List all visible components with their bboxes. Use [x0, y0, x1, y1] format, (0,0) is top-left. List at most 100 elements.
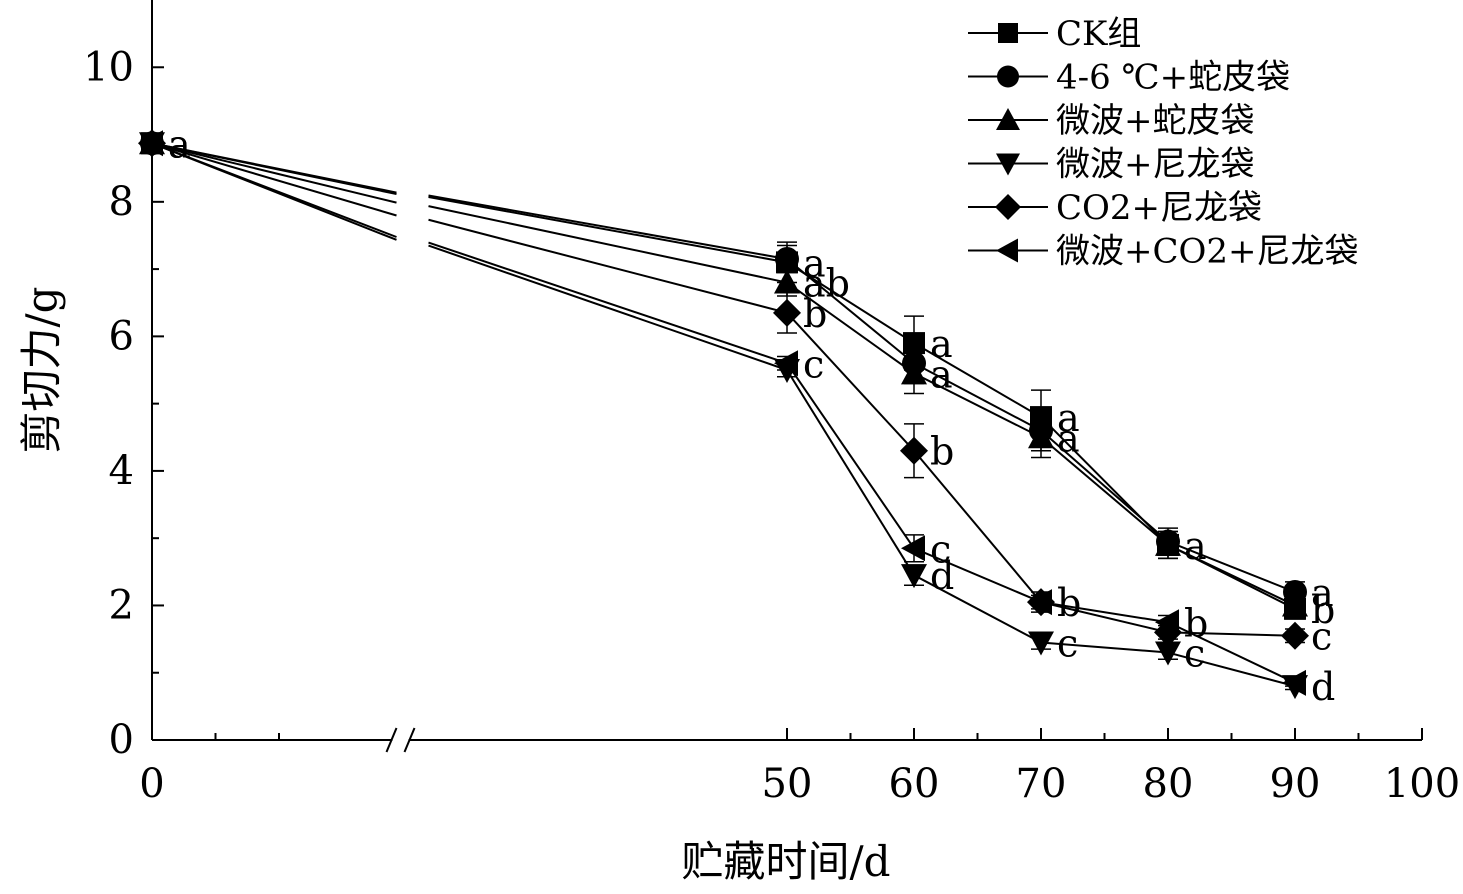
series-line-segment: [1040, 436, 1169, 546]
significance-label: a: [803, 241, 826, 285]
series-line-segment: [1040, 601, 1169, 624]
series-line-segment: [786, 258, 915, 365]
marker-triangle-down: [996, 153, 1020, 176]
legend-entry: 微波+蛇皮袋: [968, 101, 1255, 141]
marker-triangle-left: [1282, 669, 1306, 696]
y-tick-label: 2: [109, 582, 134, 628]
series-line-segment: [1040, 601, 1169, 634]
significance-label: c: [803, 342, 824, 386]
x-tick-label: 90: [1270, 761, 1321, 807]
marker-circle: [997, 65, 1019, 88]
significance-label: c: [1057, 621, 1078, 665]
y-tick-label: 0: [109, 717, 134, 763]
significance-label: a: [930, 322, 953, 366]
marker-diamond: [1281, 621, 1309, 650]
series-line-segment: [151, 142, 397, 204]
series-line-segment: [913, 342, 1042, 418]
marker-triangle-up: [996, 108, 1020, 130]
series-line-segment: [151, 142, 397, 217]
series-line-segment: [913, 362, 1042, 432]
series-line-segment: [786, 369, 915, 576]
significance-label: a: [168, 122, 191, 166]
marker-triangle-down: [1155, 641, 1181, 666]
series-6: [139, 130, 1306, 696]
marker-circle: [775, 247, 799, 271]
y-tick-label: 6: [109, 313, 134, 359]
legend-entry: CK组: [968, 14, 1141, 54]
legend-entry: 微波+尼龙袋: [968, 145, 1255, 185]
legend-label: CK组: [1056, 14, 1141, 54]
marker-triangle-up: [1282, 592, 1308, 617]
y-tick-label: 10: [83, 44, 134, 90]
x-tick-label: 50: [762, 761, 813, 807]
series-line-segment: [428, 194, 788, 260]
significance-label: b: [930, 430, 954, 474]
marker-triangle-left: [774, 350, 798, 377]
legend-label: 微波+蛇皮袋: [1056, 101, 1255, 141]
series-line-segment: [151, 142, 397, 194]
significance-label: d: [1311, 665, 1335, 709]
series-line-segment: [1167, 540, 1296, 593]
significance-label: a: [1057, 416, 1080, 460]
marker-diamond: [995, 194, 1021, 220]
significance-label: d: [930, 554, 954, 598]
significance-label: a: [168, 122, 191, 166]
series-line-segment: [1040, 641, 1169, 654]
marker-triangle-up: [774, 269, 800, 294]
series-line-segment: [1167, 544, 1296, 607]
significance-label: b: [1057, 581, 1081, 625]
x-tick-label: 70: [1016, 761, 1067, 807]
series-line-segment: [786, 281, 915, 375]
series-line-segment: [428, 241, 788, 365]
y-tick-label: 8: [109, 179, 134, 225]
significance-label: a: [1311, 571, 1334, 615]
x-tick-label: 60: [889, 761, 940, 807]
series-group: [138, 129, 1309, 700]
axis-break-mark-1: [385, 727, 398, 753]
significance-label: b: [803, 292, 827, 336]
significance-label: c: [1184, 632, 1205, 676]
significance-label: c: [1311, 615, 1332, 659]
y-axis-title: 剪切力/g: [17, 286, 66, 453]
series-line-segment: [913, 450, 1042, 603]
marker-triangle-up: [1028, 424, 1054, 449]
marker-triangle-left: [901, 535, 925, 562]
series-line-segment: [428, 196, 788, 264]
significance-label: a: [930, 352, 953, 396]
series-line-segment: [913, 574, 1042, 644]
marker-diamond: [773, 298, 801, 327]
marker-triangle-left: [139, 130, 163, 157]
x-axis-title: 贮藏时间/d: [681, 837, 890, 886]
significance-label: ab: [803, 262, 850, 306]
marker-triangle-down: [1028, 631, 1054, 656]
legend-entry: CO2+尼龙袋: [968, 188, 1262, 228]
series-line-segment: [1167, 651, 1296, 688]
marker-triangle-down: [901, 564, 927, 589]
significance-label: c: [930, 527, 951, 571]
x-tick-label: 80: [1143, 761, 1194, 807]
marker-triangle-up: [1155, 531, 1181, 556]
marker-square: [998, 23, 1018, 43]
series-line-segment: [1040, 429, 1169, 543]
marker-diamond: [900, 436, 928, 465]
series-line-segment: [428, 218, 788, 314]
marker-triangle-left: [1028, 589, 1052, 616]
significance-label: a: [1184, 524, 1207, 568]
series-line-segment: [1167, 621, 1296, 684]
legend-label: 微波+CO2+尼龙袋: [1056, 232, 1359, 272]
legend-label: 微波+尼龙袋: [1056, 145, 1255, 185]
marker-triangle-left: [1155, 609, 1179, 636]
series-line-segment: [786, 312, 915, 452]
significance-label: b: [1184, 601, 1208, 645]
legend-label: CO2+尼龙袋: [1056, 188, 1262, 228]
legend-entry: 微波+CO2+尼龙袋: [968, 232, 1359, 272]
x-tick-label: 100: [1384, 761, 1460, 807]
x-tick-label: 0: [139, 761, 164, 807]
significance-label: b: [1311, 588, 1335, 632]
series-line-segment: [428, 244, 788, 371]
